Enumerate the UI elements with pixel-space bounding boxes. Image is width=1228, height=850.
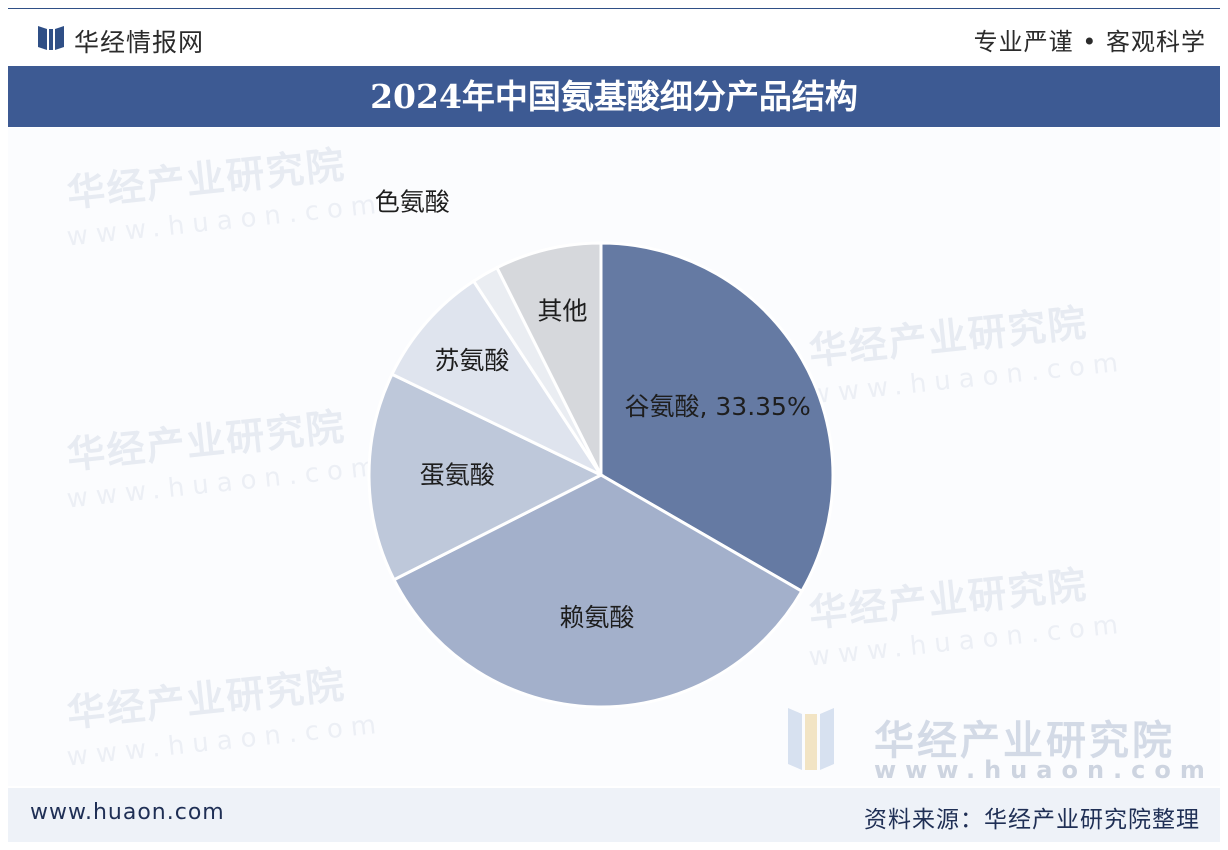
pie-slice bbox=[367, 372, 605, 582]
slogan: 专业严谨 • 客观科学 bbox=[973, 28, 1206, 56]
slice-label: 蛋氨酸 bbox=[420, 460, 495, 489]
chart-title: 2024年中国氨基酸细分产品结构 bbox=[8, 66, 1220, 127]
watermark-logo-icon bbox=[788, 708, 834, 770]
pie-slice bbox=[599, 241, 835, 594]
slice-label: 色氨酸 bbox=[375, 188, 450, 217]
brand-logo-icon bbox=[38, 26, 64, 50]
watermark-brand: 华经产业研究院 bbox=[874, 718, 1175, 764]
footer: www.huaon.com 资料来源：华经产业研究院整理 bbox=[8, 788, 1220, 842]
header-bar: 华经情报网 专业严谨 • 客观科学 bbox=[8, 12, 1220, 62]
slice-label: 谷氨酸, 33.35% bbox=[624, 392, 810, 421]
slice-label: 其他 bbox=[537, 297, 587, 326]
pie-slice bbox=[391, 473, 804, 709]
watermark-brand-url: www.huaon.com bbox=[874, 756, 1214, 784]
pie-slice bbox=[390, 279, 606, 479]
slice-label: 赖氨酸 bbox=[559, 603, 634, 632]
chart-area: 华经产业研究院 www.huaon.com 华经产业研究院 www.huaon.… bbox=[8, 128, 1220, 786]
source-note: 资料来源：华经产业研究院整理 bbox=[864, 807, 1200, 833]
slice-label: 苏氨酸 bbox=[434, 346, 509, 375]
pie-slice bbox=[494, 241, 603, 476]
brand-name: 华经情报网 bbox=[74, 28, 205, 57]
top-rule bbox=[8, 8, 1220, 9]
footer-url: www.huaon.com bbox=[30, 800, 225, 825]
